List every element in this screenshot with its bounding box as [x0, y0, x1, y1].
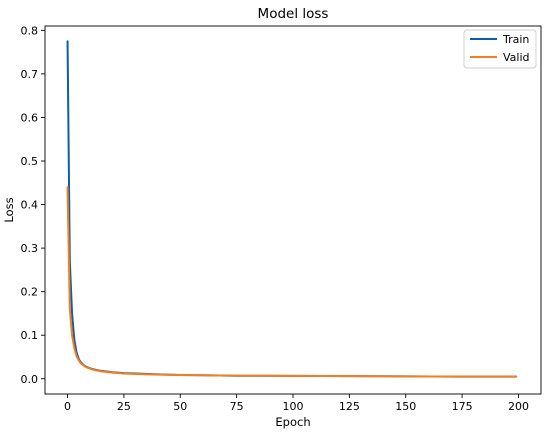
legend: Train Valid — [463, 29, 537, 69]
x-tick-label: 0 — [64, 400, 71, 413]
y-tick-label: 0.8 — [21, 24, 39, 37]
legend-label-valid: Valid — [503, 51, 530, 64]
y-tick-label: 0.2 — [21, 286, 39, 299]
y-tick-label: 0.1 — [21, 329, 39, 342]
x-tick-label: 175 — [452, 400, 473, 413]
x-tick-label: 75 — [230, 400, 244, 413]
y-tick-label: 0.7 — [21, 68, 39, 81]
y-tick-label: 0.5 — [21, 155, 39, 168]
y-tick-label: 0.3 — [21, 242, 39, 255]
y-axis-label: Loss — [2, 197, 16, 222]
y-tick-label: 0.6 — [21, 111, 39, 124]
legend-label-train: Train — [502, 33, 529, 46]
y-axis: 0.0 0.1 0.2 0.3 0.4 0.5 0.6 0.7 0.8 — [21, 24, 45, 386]
x-tick-label: 25 — [117, 400, 131, 413]
y-tick-label: 0.0 — [21, 373, 39, 386]
chart-title: Model loss — [258, 6, 329, 22]
x-tick-label: 200 — [508, 400, 529, 413]
x-tick-label: 100 — [283, 400, 304, 413]
y-tick-label: 0.4 — [21, 199, 39, 212]
plot-area — [66, 40, 518, 378]
x-tick-label: 150 — [395, 400, 416, 413]
x-axis-label: Epoch — [275, 415, 310, 429]
x-tick-label: 125 — [339, 400, 360, 413]
x-axis: 0 25 50 75 100 125 150 175 200 — [64, 394, 529, 413]
x-tick-label: 50 — [173, 400, 187, 413]
series-line-valid — [66, 186, 518, 378]
